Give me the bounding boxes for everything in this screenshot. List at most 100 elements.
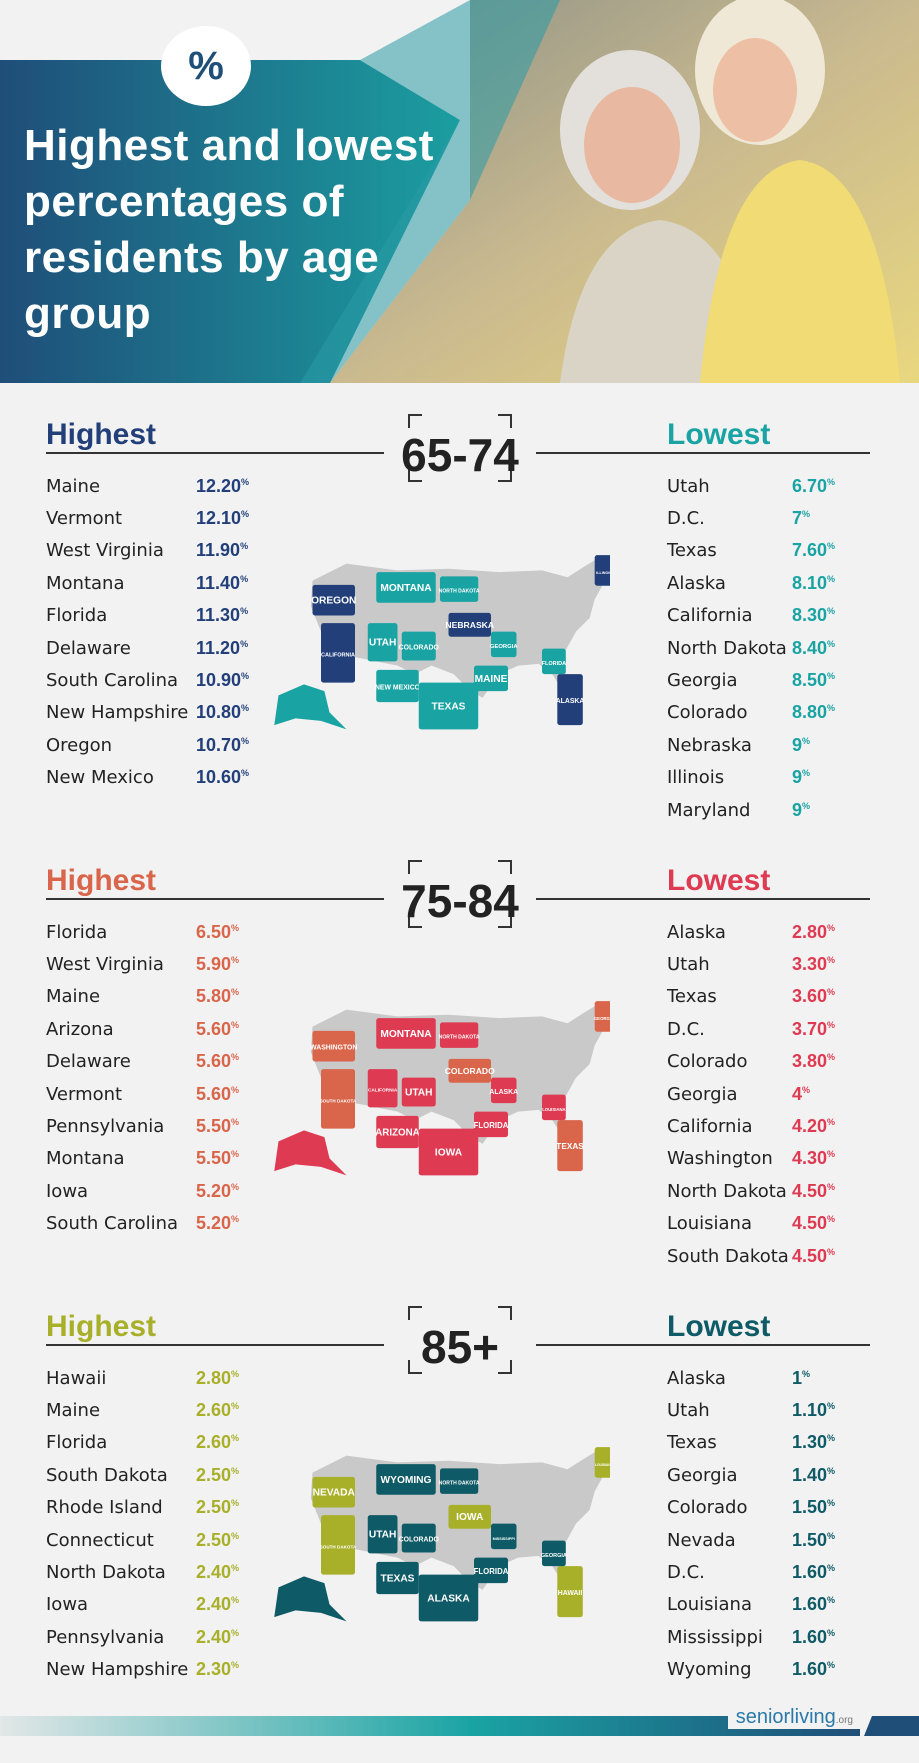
list-item: Washington 4.30% bbox=[667, 1143, 835, 1175]
list-item: West Virginia 5.90% bbox=[46, 948, 239, 980]
value-number: 11.30 bbox=[196, 605, 241, 626]
value-number: 8.10 bbox=[792, 572, 828, 593]
value-number: 2.60 bbox=[196, 1432, 232, 1453]
list-item: Montana 11.40% bbox=[46, 567, 249, 599]
map-state-shape bbox=[448, 1504, 491, 1529]
percent-sign: % bbox=[231, 1084, 240, 1095]
state-name: New Hampshire bbox=[46, 1659, 189, 1681]
map-state-mississippi: MISSISSIPPI bbox=[491, 1523, 517, 1550]
value-number: 7 bbox=[792, 508, 803, 529]
state-name: Georgia bbox=[667, 670, 738, 692]
map-state-shape bbox=[376, 669, 419, 703]
value-number: 10.60 bbox=[196, 767, 242, 788]
map-state-label: FLORIDA bbox=[474, 1567, 509, 1576]
age-group-label: 75-84 bbox=[401, 875, 519, 927]
map-state-label: COLORADO bbox=[399, 1536, 440, 1543]
state-name: North Dakota bbox=[667, 637, 787, 659]
map-state-label: WASHINGTON bbox=[310, 1045, 357, 1052]
value-number: 9 bbox=[792, 767, 803, 788]
map-state-label: COLORADO bbox=[399, 644, 440, 651]
percent-sign: % bbox=[241, 509, 250, 520]
state-value: 11.30% bbox=[196, 605, 248, 626]
value-number: 11.90 bbox=[196, 540, 241, 561]
lowest-heading: Lowest bbox=[667, 418, 771, 451]
percent-sign: % bbox=[231, 1595, 240, 1606]
state-value: 2.60% bbox=[196, 1432, 239, 1453]
percent-sign: % bbox=[827, 671, 836, 682]
state-value: 5.50% bbox=[196, 1116, 239, 1137]
state-name: Montana bbox=[46, 572, 125, 594]
map-state-illinois: ILLINOIS bbox=[594, 555, 610, 586]
map-state-shape bbox=[474, 1111, 508, 1138]
divider-left bbox=[46, 452, 384, 454]
map-state-label: CALIFORNIA bbox=[321, 652, 355, 658]
list-item: Georgia 8.50% bbox=[667, 664, 835, 696]
state-value: 4.20% bbox=[792, 1116, 835, 1137]
value-number: 5.80 bbox=[196, 986, 232, 1007]
state-name: South Dakota bbox=[46, 1464, 168, 1486]
percent-sign: % bbox=[827, 1530, 836, 1541]
map-state-label: SOUTH DAKOTA bbox=[320, 1544, 357, 1549]
percent-sign: % bbox=[231, 1052, 240, 1063]
map-state-nebraska: NEBRASKA bbox=[445, 612, 494, 637]
state-value: 5.60% bbox=[196, 1019, 239, 1040]
highest-heading: Highest bbox=[46, 864, 157, 897]
list-item: California 8.30% bbox=[667, 600, 835, 632]
frame-corner bbox=[408, 1360, 410, 1374]
map-state-utah: UTAH bbox=[367, 1515, 398, 1554]
percent-sign: % bbox=[231, 1149, 240, 1160]
map-state-shape bbox=[418, 1128, 479, 1176]
state-name: Utah bbox=[667, 1400, 710, 1422]
list-item: D.C. 7% bbox=[667, 502, 835, 534]
state-value: 2.40% bbox=[196, 1594, 239, 1615]
list-item: Delaware 11.20% bbox=[46, 632, 249, 664]
percent-sign: % bbox=[231, 1498, 240, 1509]
hero-banner: % Highest and lowest percentages of resi… bbox=[0, 0, 919, 383]
lowest-list: Alaska 1% Utah 1.10% Texas 1.30% Georgia 1.40% C… bbox=[667, 1362, 835, 1686]
state-name: Connecticut bbox=[46, 1529, 154, 1551]
state-name: New Mexico bbox=[46, 767, 154, 789]
list-item: Alaska 2.80% bbox=[667, 916, 835, 948]
map-state-north-dakota: NORTH DAKOTA bbox=[439, 1022, 480, 1048]
value-number: 4.20 bbox=[792, 1116, 828, 1137]
alaska-shape bbox=[274, 684, 347, 730]
state-value: 2.30% bbox=[196, 1659, 239, 1680]
value-number: 2.40 bbox=[196, 1562, 232, 1583]
map-state-texas: TEXAS bbox=[376, 1561, 419, 1595]
map-state-shape bbox=[401, 1077, 436, 1107]
divider-left bbox=[46, 898, 384, 900]
percent-sign: % bbox=[240, 541, 249, 552]
state-name: Colorado bbox=[667, 702, 748, 724]
state-value: 5.80% bbox=[196, 986, 239, 1007]
percent-sign: % bbox=[231, 1563, 240, 1574]
state-name: Arizona bbox=[46, 1018, 114, 1040]
value-number: 8.50 bbox=[792, 670, 828, 691]
frame-corner bbox=[408, 414, 422, 416]
map-state-label: UTAH bbox=[405, 1087, 433, 1098]
list-item: Nebraska 9% bbox=[667, 729, 835, 761]
state-value: 4% bbox=[792, 1084, 810, 1105]
map-state-shape bbox=[321, 623, 355, 683]
percent-sign: % bbox=[827, 1117, 836, 1128]
state-value: 1.60% bbox=[792, 1594, 835, 1615]
value-number: 1.50 bbox=[792, 1497, 828, 1518]
percent-sign: % bbox=[231, 1019, 240, 1030]
map-state-label: LOUISIANA bbox=[595, 1463, 610, 1467]
state-value: 2.50% bbox=[196, 1465, 239, 1486]
map-state-shape bbox=[367, 1515, 398, 1554]
percent-sign: % bbox=[241, 671, 250, 682]
list-item: California 4.20% bbox=[667, 1110, 835, 1142]
frame-corner bbox=[498, 480, 512, 482]
state-value: 1% bbox=[792, 1368, 810, 1389]
map-state-oregon: OREGON bbox=[311, 584, 356, 616]
value-number: 5.20 bbox=[196, 1180, 232, 1201]
state-name: Florida bbox=[46, 921, 108, 943]
map-state-alaska: ALASKA bbox=[418, 1574, 479, 1622]
map-state-shape bbox=[448, 1058, 491, 1083]
state-name: Pennsylvania bbox=[46, 1626, 165, 1648]
map-state-shape bbox=[542, 648, 566, 675]
value-number: 2.50 bbox=[196, 1464, 232, 1485]
list-item: Nevada 1.50% bbox=[667, 1524, 835, 1556]
map-state-shape bbox=[594, 555, 610, 586]
value-number: 6.50 bbox=[196, 921, 232, 942]
